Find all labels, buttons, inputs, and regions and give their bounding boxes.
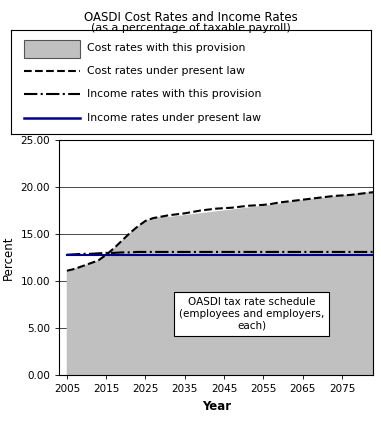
Text: Income rates with this provision: Income rates with this provision xyxy=(87,89,261,99)
Y-axis label: Percent: Percent xyxy=(2,235,15,280)
Text: OASDI Cost Rates and Income Rates: OASDI Cost Rates and Income Rates xyxy=(83,11,298,24)
X-axis label: Year: Year xyxy=(202,400,231,413)
Bar xyxy=(24,40,80,58)
Text: OASDI tax rate schedule
(employees and employers,
each): OASDI tax rate schedule (employees and e… xyxy=(179,298,324,331)
Text: (as a percentage of taxable payroll): (as a percentage of taxable payroll) xyxy=(91,23,290,33)
Text: Cost rates with this provision: Cost rates with this provision xyxy=(87,43,245,53)
Text: Income rates under present law: Income rates under present law xyxy=(87,113,261,123)
Text: Cost rates under present law: Cost rates under present law xyxy=(87,66,245,76)
